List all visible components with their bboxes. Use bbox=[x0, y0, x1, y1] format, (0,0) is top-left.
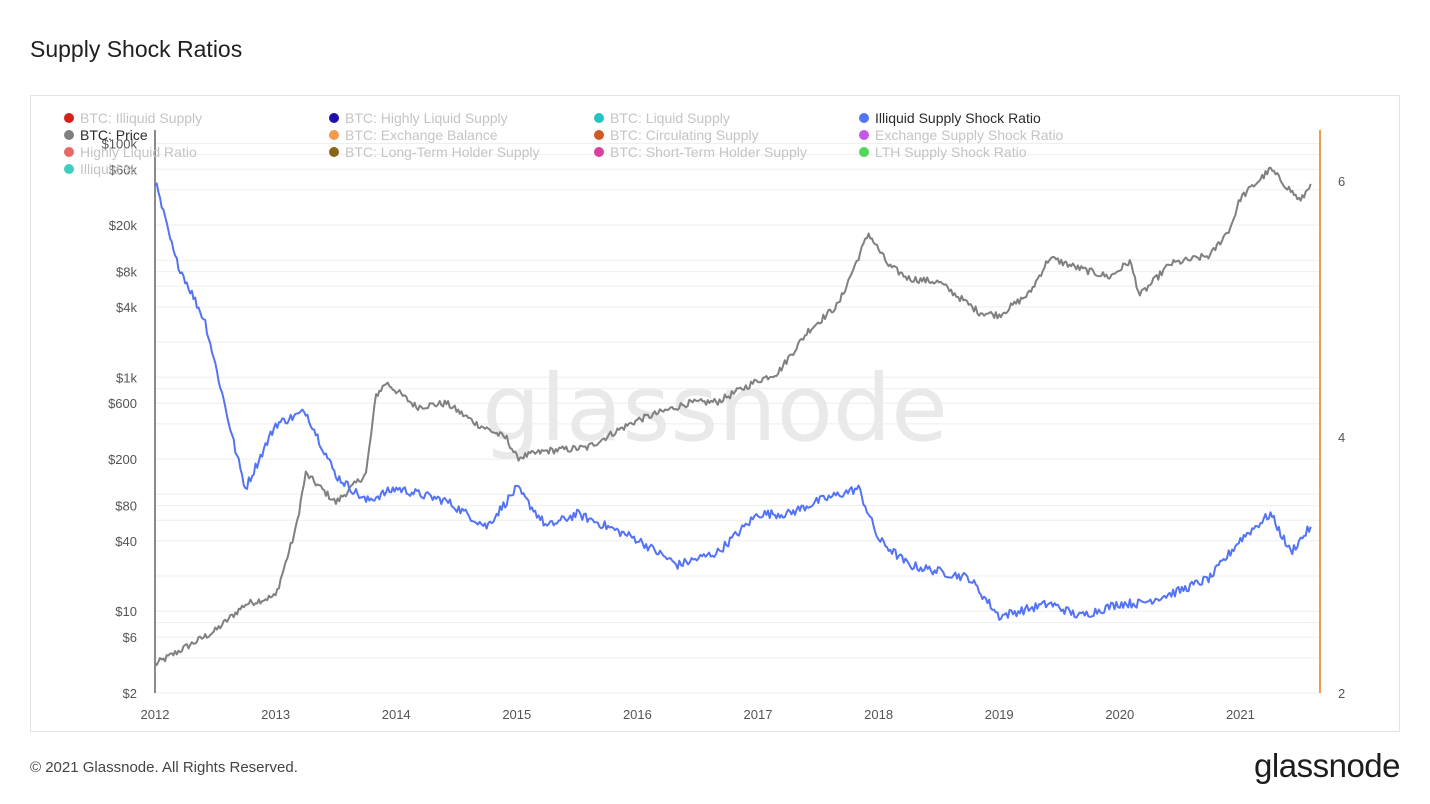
btc-price-line bbox=[154, 166, 1312, 666]
y-right-tick-label: 4 bbox=[1338, 430, 1345, 445]
legend-dot-icon bbox=[859, 130, 869, 140]
legend-item[interactable]: Illiquid Supply Shock Ratio bbox=[859, 110, 1041, 126]
axes bbox=[154, 130, 1321, 693]
legend-dot-icon bbox=[64, 147, 74, 157]
legend-item[interactable]: BTC: Circulating Supply bbox=[594, 127, 759, 143]
x-tick-label: 2013 bbox=[261, 707, 290, 722]
legend-dot-icon bbox=[329, 147, 339, 157]
legend-dot-icon bbox=[64, 113, 74, 123]
y-left-tick-label: $2 bbox=[123, 686, 137, 701]
legend-item[interactable]: Exchange Supply Shock Ratio bbox=[859, 127, 1063, 143]
legend-dot-icon bbox=[64, 164, 74, 174]
legend-dot-icon bbox=[594, 113, 604, 123]
chart-panel bbox=[30, 95, 1400, 732]
y-left-tick-label: $6 bbox=[123, 630, 137, 645]
illiquid-supply-shock-ratio-line bbox=[154, 182, 1312, 621]
legend-item[interactable]: BTC: Long-Term Holder Supply bbox=[329, 144, 540, 160]
chart-title: Supply Shock Ratios bbox=[30, 36, 243, 62]
legend-dot-icon bbox=[859, 113, 869, 123]
y-right-tick-label: 6 bbox=[1338, 174, 1345, 189]
tick-labels: $100k $60k $20k $8k $4k $1k $600 $200 $80 $40 $10 $… bbox=[102, 136, 1346, 722]
x-tick-label: 2019 bbox=[985, 707, 1014, 722]
x-tick-label: 2018 bbox=[864, 707, 893, 722]
legend-item[interactable]: BTC: Highly Liquid Supply bbox=[329, 110, 508, 126]
y-left-tick-label: $4k bbox=[116, 300, 137, 315]
y-left-tick-label: $40 bbox=[115, 534, 137, 549]
legend-dot-icon bbox=[329, 130, 339, 140]
x-tick-label: 2016 bbox=[623, 707, 652, 722]
legend-label: Illiquid % bbox=[80, 161, 137, 177]
y-left-tick-label: $600 bbox=[108, 396, 137, 411]
legend-label: BTC: Exchange Balance bbox=[345, 127, 498, 143]
legend-item[interactable]: BTC: Exchange Balance bbox=[329, 127, 498, 143]
x-tick-label: 2017 bbox=[744, 707, 773, 722]
y-left-tick-label: $100k bbox=[102, 136, 138, 151]
chart-watermark: glassnode bbox=[482, 355, 948, 462]
legend-item[interactable]: BTC: Short-Term Holder Supply bbox=[594, 144, 807, 160]
legend-item[interactable]: BTC: Liquid Supply bbox=[594, 110, 730, 126]
legend-label: BTC: Highly Liquid Supply bbox=[345, 110, 508, 126]
legend-item[interactable]: BTC: Price bbox=[64, 127, 148, 143]
legend-dot-icon bbox=[64, 130, 74, 140]
legend-label: Illiquid Supply Shock Ratio bbox=[875, 110, 1041, 126]
y-left-tick-label: $80 bbox=[115, 499, 137, 514]
y-left-tick-label: $8k bbox=[116, 265, 137, 280]
brand-logo: glassnode bbox=[1254, 747, 1400, 784]
y-right-tick-label: 2 bbox=[1338, 686, 1345, 701]
legend-label: BTC: Liquid Supply bbox=[610, 110, 730, 126]
series-lines bbox=[154, 166, 1312, 666]
x-tick-label: 2012 bbox=[141, 707, 170, 722]
legend-item[interactable]: LTH Supply Shock Ratio bbox=[859, 144, 1026, 160]
y-left-tick-label: $1k bbox=[116, 370, 137, 385]
legend-dot-icon bbox=[594, 147, 604, 157]
legend-dot-icon bbox=[329, 113, 339, 123]
legend-label: BTC: Long-Term Holder Supply bbox=[345, 144, 540, 160]
y-left-tick-label: $10 bbox=[115, 604, 137, 619]
x-tick-label: 2021 bbox=[1226, 707, 1255, 722]
y-left-tick-label: $200 bbox=[108, 452, 137, 467]
copyright-footer: © 2021 Glassnode. All Rights Reserved. bbox=[30, 759, 298, 776]
x-tick-label: 2020 bbox=[1105, 707, 1134, 722]
legend-label: Highly Liquid Ratio bbox=[80, 144, 197, 160]
legend-dot-icon bbox=[859, 147, 869, 157]
legend-dot-icon bbox=[594, 130, 604, 140]
legend-label: BTC: Illiquid Supply bbox=[80, 110, 203, 126]
legend-label: LTH Supply Shock Ratio bbox=[875, 144, 1027, 160]
legend-label: BTC: Price bbox=[80, 127, 148, 143]
legend-item[interactable]: Illiquid % bbox=[64, 161, 136, 177]
y-left-tick-label: $60k bbox=[109, 162, 138, 177]
legend-item[interactable]: Highly Liquid Ratio bbox=[64, 144, 197, 160]
legend: BTC: Illiquid Supply BTC: Highly Liquid S… bbox=[64, 110, 1314, 180]
legend-item[interactable]: BTC: Illiquid Supply bbox=[64, 110, 202, 126]
y-left-tick-label: $20k bbox=[109, 218, 138, 233]
x-tick-label: 2014 bbox=[382, 707, 411, 722]
gridlines bbox=[155, 142, 1320, 694]
x-tick-label: 2015 bbox=[502, 707, 531, 722]
legend-label: BTC: Short-Term Holder Supply bbox=[610, 144, 807, 160]
legend-label: Exchange Supply Shock Ratio bbox=[875, 127, 1064, 143]
legend-label: BTC: Circulating Supply bbox=[610, 127, 759, 143]
